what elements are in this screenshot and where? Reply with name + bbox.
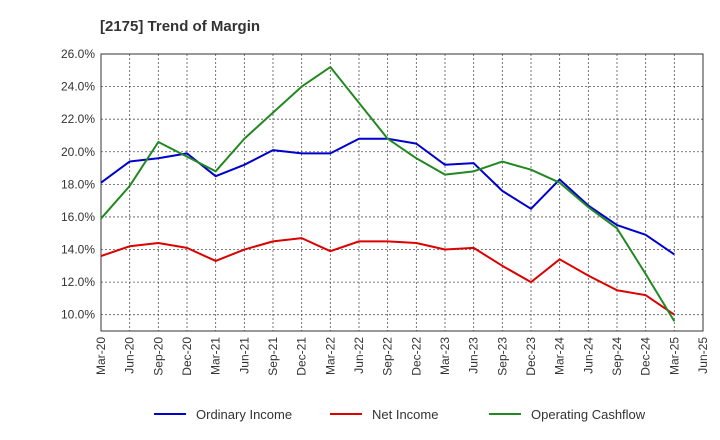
legend-label: Ordinary Income	[196, 407, 292, 422]
legend: Ordinary Income Net Income Operating Cashf…	[154, 407, 646, 422]
y-tick-label: 24.0%	[61, 80, 95, 94]
grid	[101, 53, 703, 331]
x-tick-label: Sep-23	[495, 337, 509, 376]
y-tick-label: 14.0%	[61, 243, 95, 257]
x-tick-label: Mar-25	[667, 337, 681, 375]
legend-label: Operating Cashflow	[531, 407, 646, 422]
x-tick-label: Jun-21	[237, 337, 251, 374]
series-line-2	[100, 237, 675, 316]
x-tick-label: Mar-22	[323, 337, 337, 375]
y-tick-label: 12.0%	[61, 275, 95, 289]
series-lines	[100, 66, 676, 322]
x-tick-label: Sep-20	[151, 337, 165, 376]
legend-label: Net Income	[372, 407, 438, 422]
axes: 10.0% 12.0% 14.0% 16.0% 18.0% 20.0% 22.0% 24.0%…	[61, 47, 710, 376]
y-tick-label: 16.0%	[61, 210, 95, 224]
x-tick-label: Dec-22	[409, 337, 423, 376]
y-tick-label: 18.0%	[61, 177, 95, 191]
x-tick-label: Jun-24	[581, 337, 595, 374]
x-tick-label: Jun-23	[467, 337, 481, 374]
x-tick-label: Mar-21	[209, 337, 223, 375]
series-line-3	[100, 66, 676, 322]
x-tick-label: Sep-22	[381, 337, 395, 376]
y-tick-label: 10.0%	[61, 308, 95, 322]
x-tick-label: Jun-22	[352, 337, 366, 374]
x-tick-label: Dec-24	[639, 337, 653, 376]
x-tick-label: Sep-21	[266, 337, 280, 376]
y-tick-label: 26.0%	[61, 47, 95, 61]
x-tick-label: Mar-24	[553, 337, 567, 375]
chart-title: [2175] Trend of Margin	[100, 18, 260, 35]
x-tick-label: Mar-20	[94, 337, 108, 375]
y-tick-label: 20.0%	[61, 145, 95, 159]
x-tick-label: Jun-20	[123, 337, 137, 374]
x-tick-label: Jun-25	[696, 337, 710, 374]
x-tick-label: Mar-23	[438, 337, 452, 375]
x-tick-label: Dec-21	[295, 337, 309, 376]
y-tick-label: 22.0%	[61, 112, 95, 126]
x-tick-label: Dec-20	[180, 337, 194, 376]
x-tick-label: Sep-24	[610, 337, 624, 376]
plot-frame	[100, 53, 704, 332]
x-tick-label: Dec-23	[524, 337, 538, 376]
